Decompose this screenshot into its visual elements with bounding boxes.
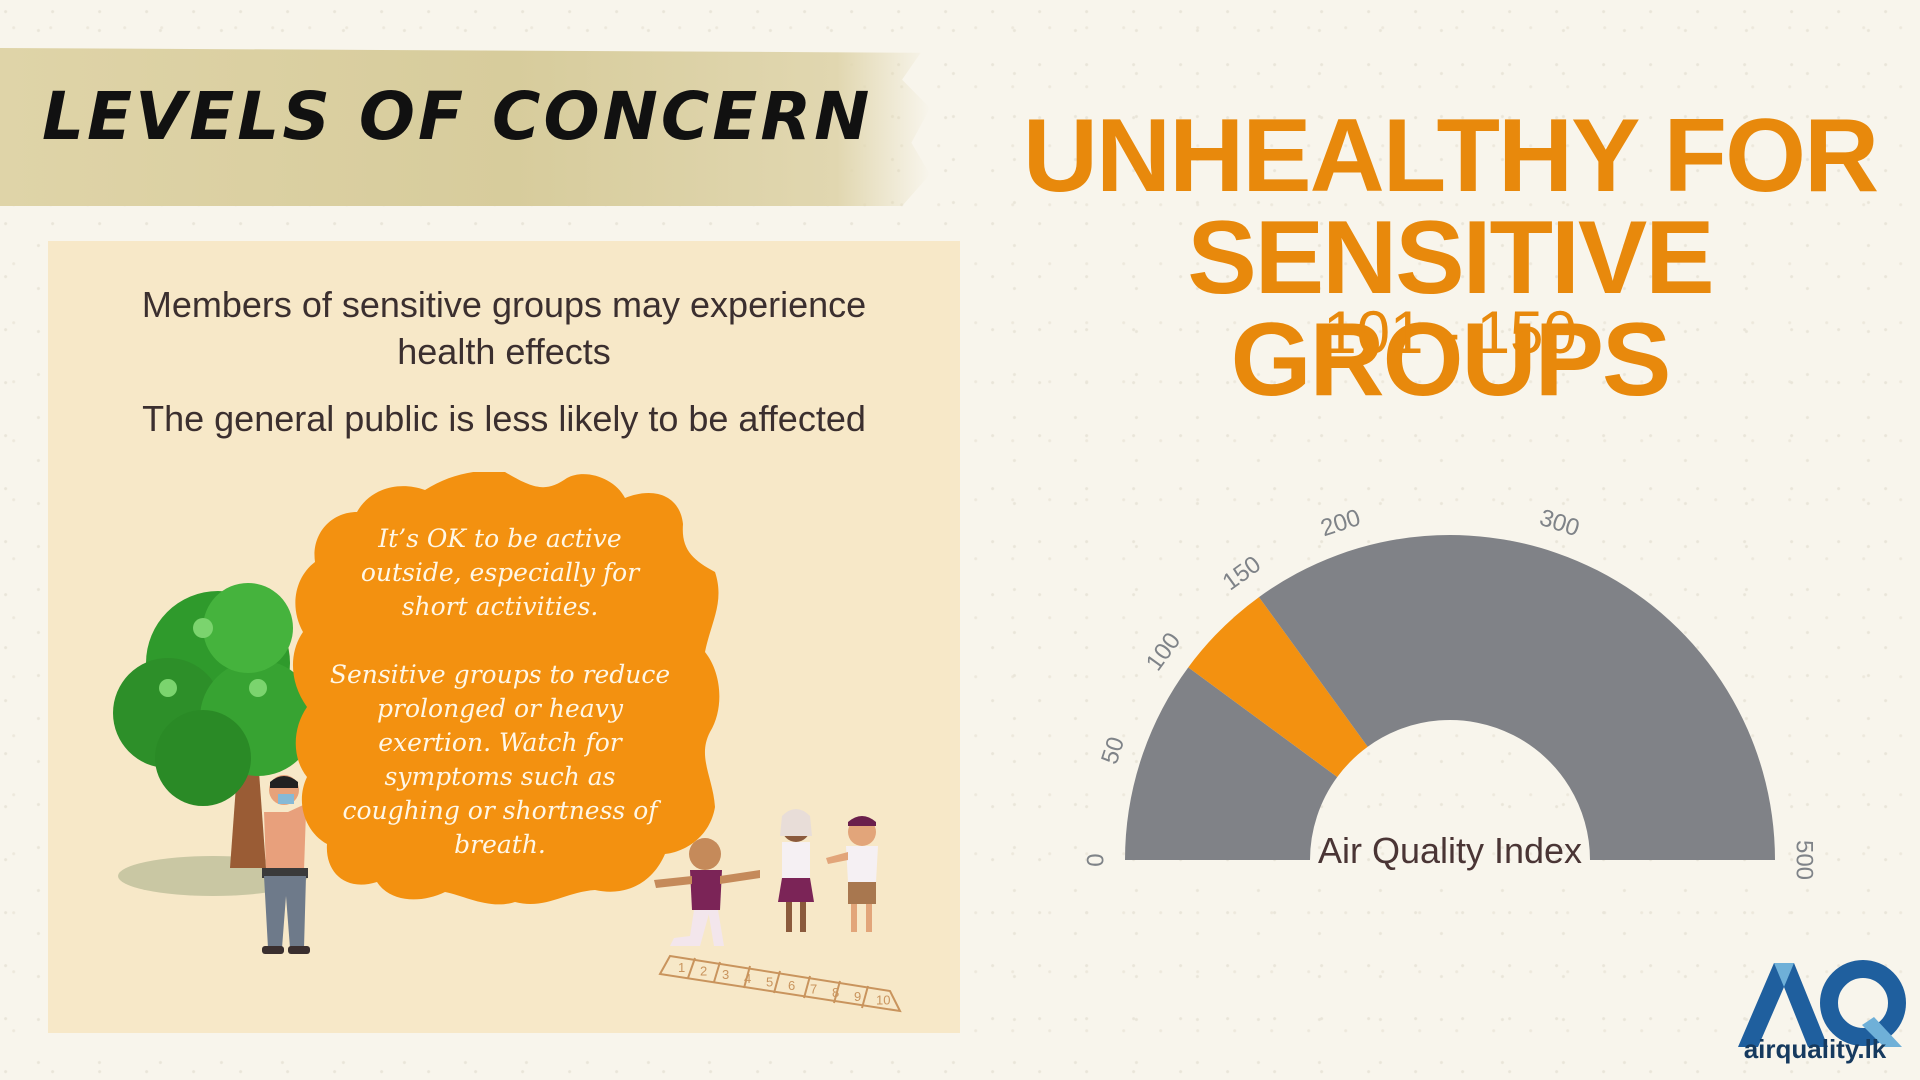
advice-line-7: symptoms such as [384, 762, 616, 791]
advice-line-8: coughing or shortness of [342, 796, 658, 825]
hopscotch-number: 3 [722, 967, 729, 982]
airquality-logo [1738, 960, 1906, 1047]
aqi-range: 101 - 150 [1323, 299, 1577, 366]
hopscotch-number: 1 [678, 960, 685, 975]
tree-illustration [113, 583, 316, 896]
hopscotch-number: 7 [810, 982, 817, 997]
description-line-3: The general public is less likely to be … [142, 398, 866, 439]
hopscotch-number: 4 [744, 971, 751, 986]
hopscotch-number: 5 [766, 974, 773, 989]
gauge-tick-label: 500 [1791, 840, 1818, 880]
page-title: LEVELS OF CONCERN [42, 78, 873, 155]
gauge-segment-high [1258, 535, 1775, 860]
hopscotch-number: 8 [832, 985, 839, 1000]
gauge-segment-low [1125, 667, 1338, 860]
advice-line-4: Sensitive groups to reduce [329, 660, 671, 689]
description-line-2: health effects [397, 331, 611, 372]
advice-line-2: outside, especially for [360, 558, 640, 587]
hopscotch-number: 2 [700, 964, 707, 979]
advice-line-1: It’s OK to be active [378, 524, 622, 553]
children-playing-illustration: 1 2 3 4 5 6 7 8 9 10 [654, 809, 902, 1013]
advice-line-6: exertion. Watch for [378, 728, 622, 757]
gauge-title: Air Quality Index [1317, 830, 1583, 871]
hopscotch-number: 10 [876, 992, 890, 1007]
gauge-tick-label: 50 [1096, 734, 1130, 768]
advice-line-5: prolonged or heavy [377, 694, 623, 723]
description-line-1: Members of sensitive groups may experien… [141, 284, 867, 325]
gauge-tick-label: 0 [1082, 853, 1109, 866]
gauge-tick-label: 100 [1141, 628, 1186, 676]
gauge-tick-label: 150 [1218, 551, 1266, 596]
advice-line-9: breath. [454, 830, 546, 859]
title-banner [0, 48, 930, 206]
gauge-segment-current [1188, 597, 1368, 777]
advice-bubble [285, 472, 725, 910]
gauge-tick-label: 300 [1536, 504, 1582, 542]
person-coughing-illustration [262, 775, 318, 954]
aqi-gauge: 0 50 100 150 200 300 500 [1082, 504, 1818, 880]
brand-caption: airquality.lk [1743, 1034, 1887, 1064]
category-title-line-2: SENSITIVE GROUPS [1187, 200, 1714, 418]
hopscotch-number: 9 [854, 989, 861, 1004]
category-title-line-1: UNHEALTHY FOR [1022, 98, 1879, 214]
hopscotch-number: 6 [788, 978, 795, 993]
advice-line-3: short activities. [401, 592, 599, 621]
gauge-tick-label: 200 [1317, 504, 1363, 542]
